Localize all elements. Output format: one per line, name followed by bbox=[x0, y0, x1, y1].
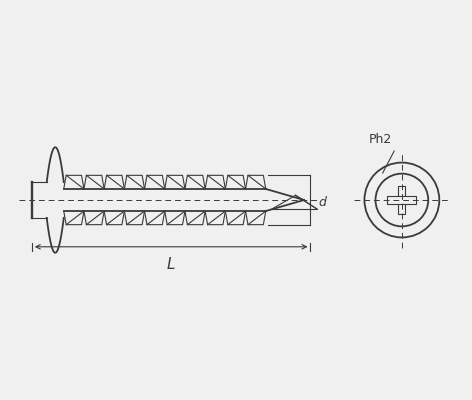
Text: L: L bbox=[167, 258, 176, 272]
Text: d: d bbox=[318, 196, 326, 209]
Text: Ph2: Ph2 bbox=[369, 134, 392, 146]
FancyBboxPatch shape bbox=[388, 196, 416, 204]
FancyBboxPatch shape bbox=[398, 186, 405, 214]
